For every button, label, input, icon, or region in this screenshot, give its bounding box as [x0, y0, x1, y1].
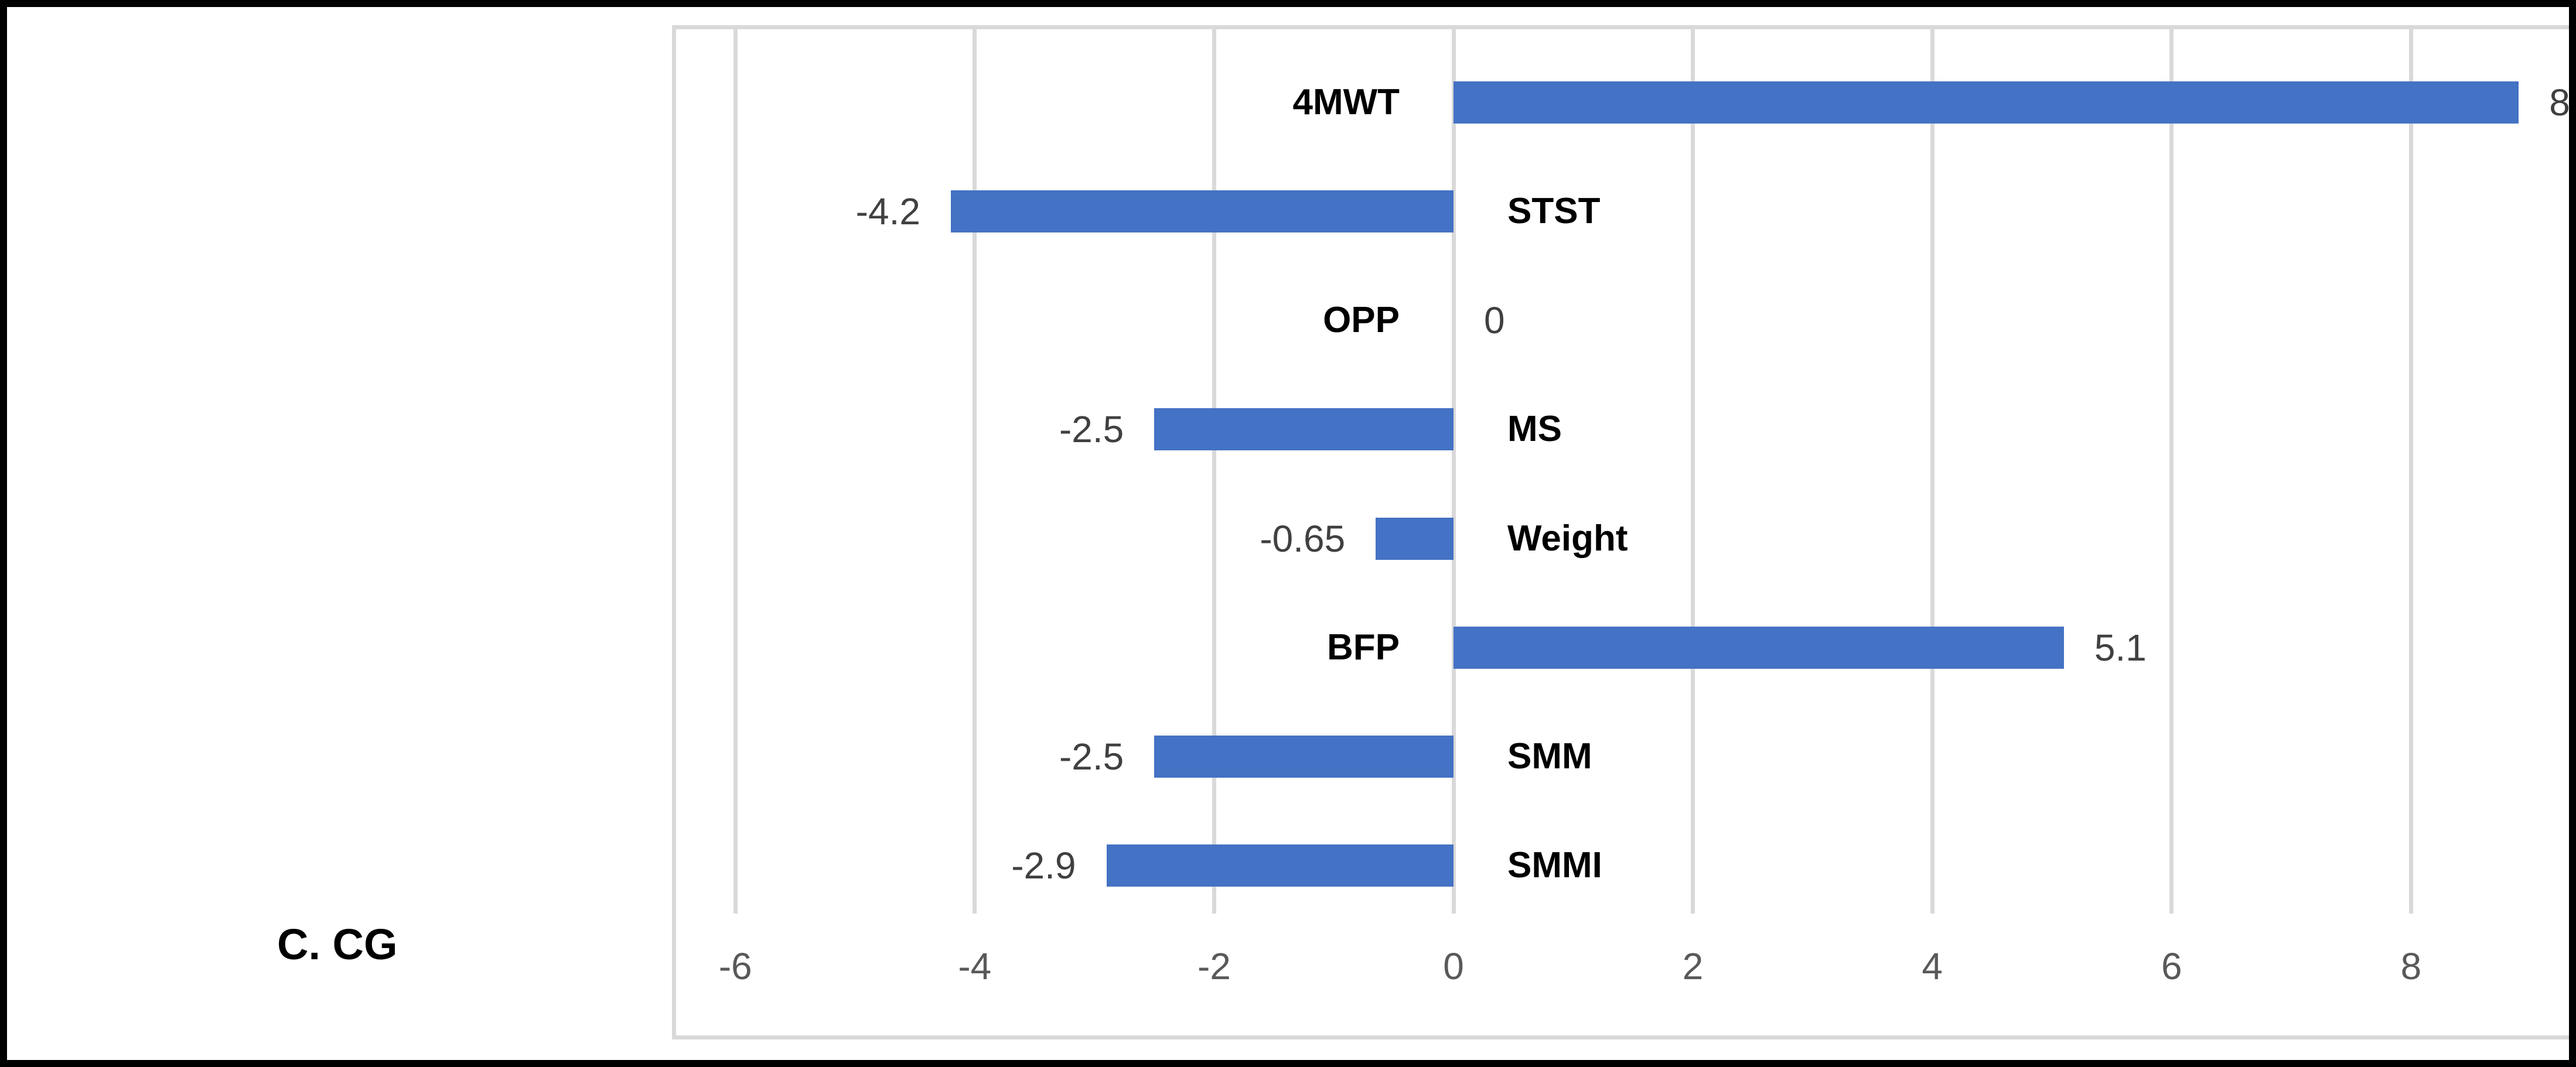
bar-smmi — [1106, 844, 1454, 887]
category-label-weight: Weight — [1507, 518, 1628, 559]
bar-stst — [950, 190, 1454, 233]
gridline-x-4 — [1930, 29, 1934, 914]
bar-4mwt — [1454, 81, 2519, 124]
bar-ms — [1154, 408, 1454, 451]
category-label-smmi: SMMI — [1507, 844, 1602, 885]
x-tick-label-4: 4 — [1922, 945, 1943, 987]
gridline-x-6 — [2169, 29, 2174, 914]
value-label-4mwt: 8 — [2549, 81, 2570, 124]
category-label-smm: SMM — [1507, 736, 1592, 777]
category-label-ms: MS — [1507, 409, 1562, 450]
x-tick-label--2: -2 — [1197, 945, 1231, 987]
value-label-opp: 0 — [1484, 299, 1505, 342]
panel-label: C. CG — [277, 920, 398, 969]
value-label-smm: -2.5 — [1059, 735, 1124, 778]
gridline-x-8 — [2408, 29, 2413, 914]
gridline-x--6 — [733, 29, 738, 914]
gridline-x--2 — [1212, 29, 1216, 914]
value-label-stst: -4.2 — [855, 190, 920, 233]
category-label-stst: STST — [1507, 191, 1601, 232]
category-label-4mwt: 4MWT — [1292, 82, 1400, 122]
category-label-opp: OPP — [1323, 300, 1400, 341]
gridline-x-2 — [1691, 29, 1695, 914]
x-tick-label-8: 8 — [2400, 945, 2422, 987]
value-label-bfp: 5.1 — [2094, 626, 2147, 669]
gridline-x--4 — [973, 29, 977, 914]
value-label-smmi: -2.9 — [1011, 844, 1076, 887]
bar-weight — [1376, 517, 1454, 560]
x-tick-label--6: -6 — [718, 945, 752, 987]
value-label-ms: -2.5 — [1059, 408, 1124, 451]
bar-bfp — [1454, 626, 2064, 669]
value-label-weight: -0.65 — [1260, 517, 1346, 560]
x-tick-label-2: 2 — [1682, 945, 1704, 987]
category-label-bfp: BFP — [1327, 627, 1400, 668]
gridline-x-0 — [1451, 29, 1456, 914]
x-tick-label-0: 0 — [1443, 945, 1464, 987]
x-tick-label--4: -4 — [958, 945, 992, 987]
bar-smm — [1154, 735, 1454, 778]
x-tick-label-6: 6 — [2161, 945, 2182, 987]
